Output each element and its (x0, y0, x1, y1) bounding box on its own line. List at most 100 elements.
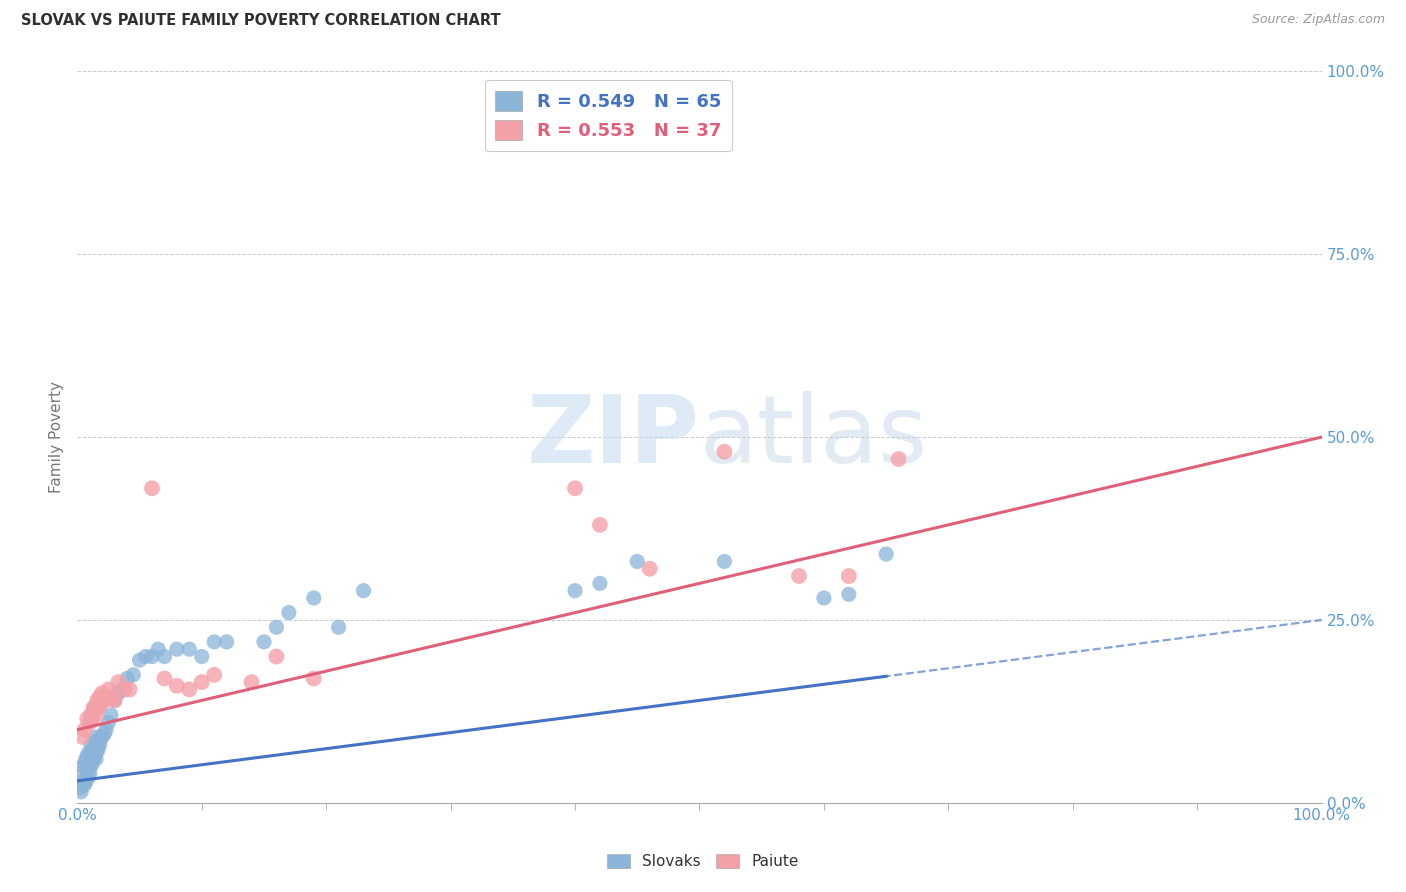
Point (86, 693, 108, 707)
Point (122, 667, 145, 681)
Point (83, 737, 105, 751)
Point (179, 682, 201, 697)
Point (302, 591, 325, 605)
Point (787, 569, 810, 583)
Point (91, 730, 114, 744)
Point (72, 766, 94, 780)
Point (166, 679, 188, 693)
Point (875, 547, 897, 561)
Point (135, 649, 157, 664)
Point (72, 730, 94, 744)
Point (86, 733, 108, 747)
Point (79, 752, 101, 766)
Point (813, 591, 835, 605)
Point (75, 773, 97, 788)
Point (80, 737, 103, 751)
Point (72, 773, 94, 788)
Point (638, 562, 661, 576)
Point (73, 777, 96, 792)
Point (240, 675, 263, 690)
Point (84, 708, 107, 723)
Point (97, 715, 120, 730)
Point (72, 759, 94, 773)
Point (107, 686, 129, 700)
Point (69, 781, 91, 796)
Point (76, 748, 98, 763)
Point (202, 667, 225, 681)
Point (713, 444, 735, 458)
Point (564, 481, 586, 495)
Point (111, 682, 134, 697)
Point (115, 672, 138, 686)
Point (100, 708, 122, 723)
Point (70, 785, 93, 799)
Point (353, 583, 375, 598)
Point (73, 723, 96, 737)
Point (838, 587, 860, 601)
Point (191, 675, 214, 690)
Point (90, 730, 112, 744)
Point (101, 690, 124, 704)
Point (83, 740, 105, 755)
Point (75, 752, 97, 766)
Point (79, 715, 101, 730)
Point (89, 690, 111, 704)
Point (713, 554, 735, 568)
Text: atlas: atlas (700, 391, 928, 483)
Point (83, 752, 105, 766)
Legend: R = 0.549   N = 65, R = 0.553   N = 37: R = 0.549 N = 65, R = 0.553 N = 37 (485, 80, 733, 151)
Point (153, 672, 176, 686)
Point (86, 745, 108, 759)
Point (179, 642, 201, 657)
Point (328, 620, 350, 634)
Point (83, 748, 105, 763)
Point (838, 569, 860, 583)
Point (626, 554, 648, 568)
Point (82, 756, 104, 770)
Point (73, 756, 96, 770)
Point (202, 635, 225, 649)
Point (82, 712, 104, 726)
Y-axis label: Family Poverty: Family Poverty (49, 381, 65, 493)
Point (89, 737, 111, 751)
Point (141, 649, 163, 664)
Point (79, 766, 101, 780)
Text: ZIP: ZIP (527, 391, 700, 483)
Point (77, 756, 100, 770)
Point (266, 649, 288, 664)
Point (76, 712, 98, 726)
Point (93, 726, 115, 740)
Point (191, 649, 214, 664)
Point (79, 745, 101, 759)
Point (83, 700, 105, 714)
Point (82, 745, 104, 759)
Point (215, 635, 238, 649)
Point (266, 620, 288, 634)
Point (107, 675, 129, 690)
Point (93, 693, 115, 707)
Point (97, 682, 120, 697)
Legend: Slovaks, Paiute: Slovaks, Paiute (602, 847, 804, 875)
Point (148, 642, 170, 657)
Point (87, 700, 110, 714)
Point (114, 682, 136, 697)
Point (302, 672, 325, 686)
Text: Source: ZipAtlas.com: Source: ZipAtlas.com (1251, 13, 1385, 27)
Point (128, 653, 150, 667)
Point (94, 723, 117, 737)
Point (91, 686, 114, 700)
Point (166, 642, 188, 657)
Point (589, 517, 612, 532)
Point (104, 693, 127, 707)
Point (153, 649, 176, 664)
Point (104, 693, 127, 707)
Point (72, 777, 94, 792)
Point (141, 481, 163, 495)
Point (564, 583, 586, 598)
Point (253, 635, 276, 649)
Point (76, 763, 98, 777)
Point (80, 708, 103, 723)
Text: SLOVAK VS PAIUTE FAMILY POVERTY CORRELATION CHART: SLOVAK VS PAIUTE FAMILY POVERTY CORRELAT… (21, 13, 501, 29)
Point (589, 576, 612, 591)
Point (83, 700, 105, 714)
